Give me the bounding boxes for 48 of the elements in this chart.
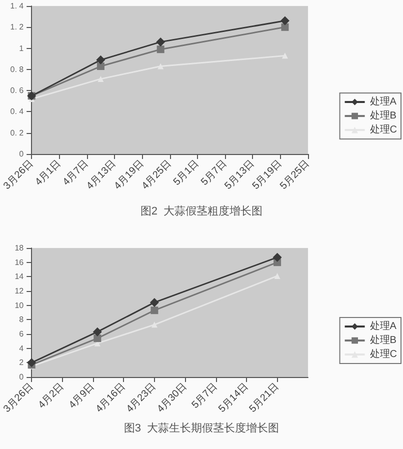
y-tick-label: 8 bbox=[19, 315, 24, 324]
point bbox=[158, 63, 164, 70]
y-tick-label: 18 bbox=[14, 244, 24, 252]
y-tick-label: 1. 4 bbox=[10, 2, 24, 10]
y-tick-label: 16 bbox=[14, 258, 24, 267]
legend-label: 处理A bbox=[370, 96, 397, 108]
point bbox=[272, 252, 282, 262]
y-tick-label: 1 bbox=[19, 44, 24, 53]
y-tick-label: 0 bbox=[19, 150, 24, 158]
point bbox=[150, 306, 158, 314]
point bbox=[27, 358, 36, 368]
point bbox=[282, 52, 288, 59]
x-tick-label: 4月1日 bbox=[33, 158, 64, 188]
y-tick-label: 1. 2 bbox=[10, 22, 24, 32]
y-tick-label: 0. 6 bbox=[10, 86, 24, 96]
legend-label: 处理B bbox=[370, 110, 397, 122]
point bbox=[96, 62, 104, 70]
y-tick-label: 0. 4 bbox=[10, 107, 24, 116]
y-tick-label: 6 bbox=[19, 330, 24, 338]
legend-label: 处理B bbox=[370, 334, 397, 346]
y-tick-label: 4 bbox=[19, 344, 24, 353]
point bbox=[156, 37, 166, 46]
point bbox=[92, 327, 102, 336]
point bbox=[274, 272, 280, 279]
y-tick-label: 12 bbox=[14, 286, 24, 296]
legend-label: 处理A bbox=[370, 320, 397, 332]
y-tick-label: 2 bbox=[19, 358, 24, 368]
x-tick-label: 3月26日 bbox=[2, 381, 36, 415]
y-tick-label: 10 bbox=[14, 300, 24, 310]
text: 图2 大蒜假茎粗度增长图 bbox=[140, 204, 263, 218]
y-tick-label: 0 bbox=[19, 372, 24, 382]
x-tick-label: 4月2日 bbox=[36, 381, 66, 411]
x-tick-label: 3月26日 bbox=[2, 158, 36, 192]
legend-label: 处理C bbox=[370, 348, 398, 360]
point bbox=[151, 322, 158, 328]
legend-label: 处理C bbox=[370, 124, 398, 136]
y-tick-label: 0. 2 bbox=[10, 128, 24, 138]
point bbox=[96, 55, 106, 64]
point bbox=[156, 46, 164, 54]
point bbox=[98, 76, 104, 82]
point bbox=[281, 23, 289, 31]
y-tick-label: 0. 8 bbox=[10, 64, 24, 74]
point bbox=[150, 298, 159, 307]
x-tick-label: 5月1日 bbox=[172, 158, 202, 188]
point bbox=[280, 16, 290, 26]
point bbox=[94, 334, 102, 342]
text: 图3 大蒜生长期假茎长度增长图 bbox=[124, 422, 280, 434]
y-tick-label: 14 bbox=[14, 272, 24, 282]
